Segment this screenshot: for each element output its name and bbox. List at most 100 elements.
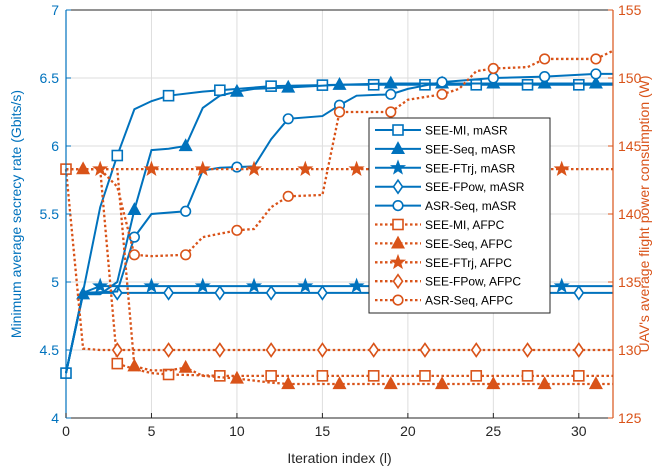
data-point	[348, 160, 365, 176]
data-point	[245, 160, 263, 176]
data-point	[231, 224, 243, 236]
legend-label: SEE-Seq, AFPC	[425, 237, 513, 251]
data-point	[470, 342, 482, 358]
data-point	[214, 284, 226, 301]
data-point	[178, 138, 193, 152]
data-point	[214, 84, 226, 97]
y-left-tick-label: 7	[51, 2, 59, 18]
x-tick-label: 0	[62, 423, 70, 439]
y-left-tick-label: 5.5	[40, 206, 60, 222]
data-point	[573, 284, 585, 301]
legend-marker	[392, 218, 404, 231]
legend-item-see-mi-masr: SEE-MI, mASR	[375, 124, 508, 138]
data-point	[178, 359, 193, 373]
y-axis-right-label: UAV's average flight power consumption (…	[636, 75, 652, 352]
series-line	[66, 167, 613, 377]
data-point	[194, 277, 211, 293]
data-point	[214, 370, 226, 382]
legend-label: ASR-Seq, mASR	[425, 199, 517, 213]
x-tick-label: 30	[571, 423, 587, 439]
legend-marker	[392, 273, 404, 290]
data-point	[180, 205, 192, 217]
legend-label: ASR-Seq, AFPC	[425, 294, 513, 308]
data-point	[348, 277, 365, 293]
data-point	[127, 358, 142, 372]
legend-marker	[389, 253, 407, 270]
data-point	[111, 149, 124, 162]
data-point	[265, 342, 277, 358]
data-point	[385, 88, 397, 100]
legend-marker	[390, 141, 406, 154]
data-point	[588, 376, 603, 390]
data-point	[367, 370, 380, 382]
data-point	[470, 79, 483, 91]
data-point	[265, 370, 277, 382]
y-right-tick-label: 125	[618, 410, 642, 426]
data-point	[194, 160, 211, 176]
legend-item-see-seq-afpc: SEE-Seq, AFPC	[375, 235, 513, 251]
data-point	[143, 277, 160, 293]
data-point	[573, 79, 585, 91]
data-point	[265, 80, 277, 92]
y-right-tick-label: 130	[618, 342, 642, 358]
series-asr-seq-masr	[65, 68, 613, 374]
legend-label: SEE-Seq, mASR	[425, 142, 516, 156]
axes: 0 5 10 15 20 25 30 4 4.5 5 5.5 6 6.5 7 125 130 135 140 145…	[40, 2, 642, 439]
data-point	[92, 160, 109, 176]
data-point	[281, 376, 296, 390]
y-axis-left-label: Minimum average secrecy rate (Gbits/s)	[8, 90, 24, 338]
data-point	[162, 89, 175, 102]
data-point	[368, 342, 380, 358]
y-left-tick-label: 5	[51, 274, 59, 290]
legend-label: SEE-MI, AFPC	[425, 218, 505, 232]
legend-marker	[392, 178, 404, 195]
data-point	[383, 376, 398, 390]
x-tick-label: 15	[315, 423, 331, 439]
data-point	[590, 53, 602, 65]
data-point	[316, 342, 328, 358]
legend-label: SEE-FTrj, AFPC	[425, 256, 512, 270]
y-right-tick-label: 145	[618, 138, 642, 154]
data-point	[229, 370, 244, 384]
legend-marker	[389, 159, 407, 175]
data-point	[92, 277, 109, 293]
data-point	[265, 284, 277, 301]
y-left-tick-label: 4	[51, 410, 59, 426]
series-see-fpow-afpc	[64, 169, 613, 358]
y-left-tick-label: 6.5	[40, 70, 60, 86]
data-point	[297, 160, 314, 176]
series-line	[64, 169, 613, 352]
legend-label: SEE-FPow, mASR	[425, 180, 525, 194]
data-point	[143, 160, 160, 176]
data-point	[214, 342, 226, 358]
legend-item-see-ftrj-masr: SEE-FTrj, mASR	[375, 159, 516, 175]
legend: SEE-MI, mASR SEE-Seq, mASR SEE-FTrj, mASR S…	[368, 117, 551, 314]
legend-label: SEE-FTrj, mASR	[425, 161, 516, 175]
data-point	[282, 190, 294, 202]
data-point	[332, 376, 347, 390]
data-point	[245, 277, 263, 293]
data-point	[383, 75, 398, 89]
legend-label: SEE-FPow, AFPC	[425, 275, 521, 289]
data-point	[521, 79, 534, 91]
y-right-tick-label: 135	[618, 274, 642, 290]
data-point	[573, 342, 585, 358]
legend-item-see-seq-masr: SEE-Seq, mASR	[375, 141, 516, 156]
data-point	[553, 277, 570, 293]
series-asr-seq-afpc	[66, 49, 614, 261]
data-point	[162, 368, 175, 381]
data-point	[111, 342, 123, 358]
data-point	[231, 161, 243, 173]
x-tick-label: 20	[400, 423, 416, 439]
legend-item-see-fpow-masr: SEE-FPow, mASR	[375, 178, 525, 195]
data-point	[553, 160, 570, 176]
legend-item-see-ftrj-afpc: SEE-FTrj, AFPC	[375, 253, 512, 270]
legend-label: SEE-MI, mASR	[425, 124, 508, 138]
data-point	[436, 88, 448, 100]
y-right-tick-label: 140	[618, 206, 642, 222]
data-point	[281, 79, 296, 93]
data-point	[316, 370, 329, 382]
data-point	[163, 342, 175, 358]
